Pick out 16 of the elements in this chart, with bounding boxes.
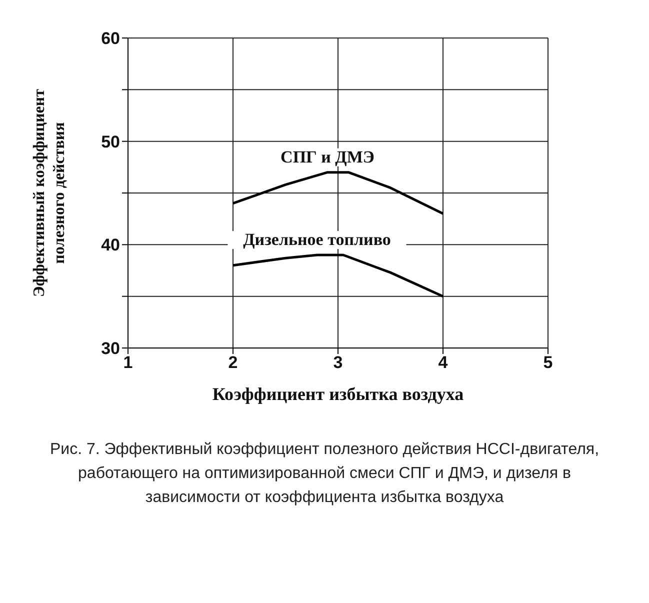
- y-tick-label: 60: [101, 29, 120, 48]
- line-series: [232, 254, 444, 298]
- series-label: Дизельное топливо: [243, 230, 391, 249]
- x-tick-label: 2: [228, 353, 238, 372]
- y-axis-title: Эффективный коэффициент полезного действия: [31, 88, 68, 297]
- x-tick-label: 3: [333, 353, 343, 372]
- text: Рис. 7. Эффективный коэффициент полезного действия HCCI-двигателя, работающего на оптимизированной смеси СПГ и ДМЭ, и дизеля в зависимости от коэффициента избытка воздуха: [48, 440, 600, 508]
- x-tick-label: 1: [123, 353, 133, 372]
- x-tick-label: 4: [438, 353, 448, 372]
- y-tick-label: 40: [101, 236, 120, 255]
- y-tick-label: 50: [101, 132, 120, 152]
- line-series: [232, 171, 444, 215]
- x-tick-label: 5: [543, 353, 553, 372]
- y-tick-label: 30: [101, 339, 120, 358]
- series-label: СПГ и ДМЭ: [280, 147, 374, 166]
- x-axis-title: Коэффициент избытка воздуха: [212, 384, 464, 404]
